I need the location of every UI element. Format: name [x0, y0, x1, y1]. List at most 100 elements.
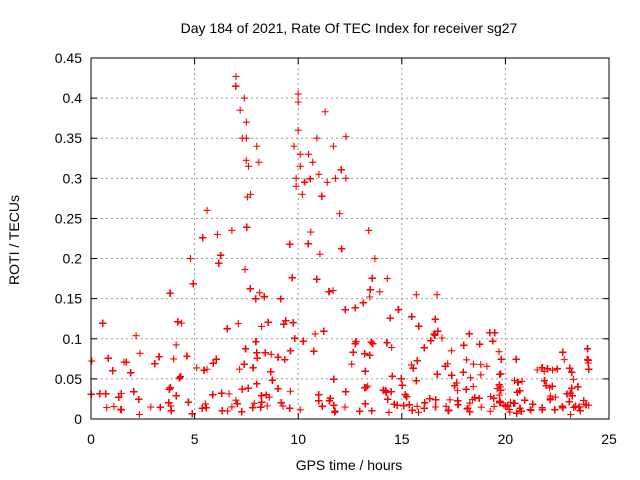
data-point	[147, 403, 155, 411]
data-point	[243, 223, 251, 231]
grid-lines	[91, 58, 609, 419]
data-point	[490, 402, 498, 410]
data-point	[261, 349, 269, 357]
data-point	[438, 334, 446, 342]
data-point	[568, 392, 576, 400]
data-point	[477, 361, 485, 369]
data-point	[242, 156, 250, 164]
data-point	[511, 399, 519, 407]
data-point	[412, 377, 420, 385]
data-point	[584, 345, 592, 353]
data-point	[262, 391, 270, 399]
data-point	[430, 330, 438, 338]
data-point	[560, 356, 568, 364]
x-tick-label: 15	[394, 431, 410, 447]
data-point	[348, 360, 356, 368]
data-point	[166, 289, 174, 297]
data-point	[286, 404, 294, 412]
data-point	[445, 406, 453, 414]
data-point	[306, 175, 314, 183]
data-point	[311, 330, 319, 338]
data-point	[381, 387, 389, 395]
data-point	[218, 389, 226, 397]
data-point	[390, 400, 398, 408]
data-point	[493, 385, 501, 393]
data-point	[290, 142, 298, 150]
y-tick-label: 0.3	[63, 170, 83, 186]
data-point	[408, 313, 416, 321]
data-point	[296, 150, 304, 158]
data-point	[170, 355, 178, 363]
data-point	[513, 409, 521, 417]
data-point	[538, 364, 546, 372]
data-point	[193, 364, 201, 372]
data-point	[371, 255, 379, 263]
data-point	[533, 366, 541, 374]
data-point	[504, 402, 512, 410]
data-point	[361, 384, 369, 392]
data-point	[431, 331, 439, 339]
data-point	[228, 226, 236, 234]
data-point	[96, 390, 104, 398]
data-point	[253, 380, 261, 388]
data-point	[310, 347, 318, 355]
x-tick-label: 20	[498, 431, 514, 447]
data-point	[426, 395, 434, 403]
data-point	[401, 391, 409, 399]
data-point	[486, 407, 494, 415]
data-point	[331, 407, 339, 415]
data-point	[238, 134, 246, 142]
data-point	[551, 393, 559, 401]
data-point	[151, 360, 159, 368]
data-point	[466, 408, 474, 416]
data-point	[329, 142, 337, 150]
data-point	[238, 408, 246, 416]
data-point	[175, 374, 183, 382]
data-point	[172, 341, 180, 349]
y-tick-label: 0.05	[55, 371, 82, 387]
data-point	[103, 404, 111, 412]
data-point	[427, 337, 435, 345]
data-point	[274, 353, 282, 361]
data-point	[291, 334, 299, 342]
data-point	[356, 407, 364, 415]
data-point	[234, 320, 242, 328]
data-point	[364, 382, 372, 390]
data-point	[122, 358, 130, 366]
data-point	[407, 361, 415, 369]
data-point	[292, 174, 300, 182]
data-point	[469, 383, 477, 391]
data-point	[393, 401, 401, 409]
data-point	[567, 411, 575, 419]
data-point	[213, 230, 221, 238]
data-point	[203, 365, 211, 373]
data-point	[252, 338, 260, 346]
data-point	[258, 398, 266, 406]
data-point	[294, 90, 302, 98]
data-point	[135, 411, 143, 419]
data-point	[331, 174, 339, 182]
data-point	[489, 337, 497, 345]
data-point	[351, 340, 359, 348]
data-point	[250, 399, 258, 407]
data-point	[361, 350, 369, 358]
data-point	[253, 349, 261, 357]
data-point	[177, 373, 185, 381]
y-tick-label: 0.35	[55, 130, 82, 146]
data-point	[136, 349, 144, 357]
data-point	[268, 376, 276, 384]
data-point	[249, 404, 257, 412]
data-point	[292, 182, 300, 190]
data-point	[585, 365, 593, 373]
data-point	[388, 372, 396, 380]
data-point	[212, 355, 220, 363]
data-point	[286, 387, 294, 395]
data-point	[580, 397, 588, 404]
data-point	[384, 395, 392, 403]
data-point	[583, 356, 591, 364]
data-point	[225, 390, 233, 398]
data-point	[420, 344, 428, 352]
data-point	[463, 356, 471, 364]
data-point	[527, 406, 535, 414]
